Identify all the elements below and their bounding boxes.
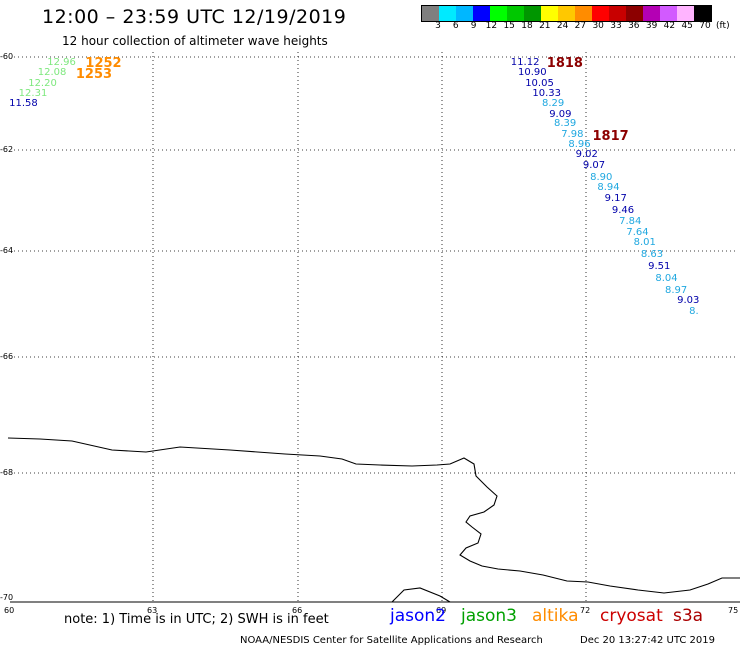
longitude-tick-label: 75 bbox=[728, 606, 739, 615]
scale-label: 27 bbox=[574, 21, 587, 31]
scale-swatch bbox=[456, 6, 473, 21]
color-scale-bar bbox=[421, 5, 712, 22]
wave-height-value: 9.46 bbox=[611, 204, 635, 216]
wave-height-value: 8.39 bbox=[554, 118, 577, 130]
legend-cryosat: cryosat bbox=[600, 606, 663, 626]
wave-height-value: 9.09 bbox=[549, 109, 572, 121]
scale-label: 42 bbox=[663, 21, 676, 31]
wave-height-value: 9.03 bbox=[677, 295, 700, 307]
pass-time-label: 1818 bbox=[546, 55, 583, 71]
wave-height-value: 8.96 bbox=[568, 139, 591, 151]
scale-label: 15 bbox=[503, 21, 515, 31]
legend-jason2: jason2 bbox=[390, 606, 446, 626]
wave-height-value: 11.58 bbox=[9, 98, 38, 110]
scale-label: 30 bbox=[592, 21, 604, 31]
scale-swatch bbox=[609, 6, 626, 21]
wave-height-value: 7.98 bbox=[561, 129, 584, 141]
wave-height-value: 8.90 bbox=[590, 171, 613, 183]
pass-time-label: 1253 bbox=[75, 67, 113, 83]
scale-label: (ft) bbox=[716, 21, 730, 31]
wave-height-value: 10.90 bbox=[518, 67, 547, 79]
wave-height-value: 8.97 bbox=[665, 284, 688, 296]
pass-time-label: 1817 bbox=[592, 129, 629, 145]
antarctic-coastline bbox=[7, 437, 740, 594]
wave-height-value: 9.17 bbox=[604, 193, 627, 205]
wave-height-value: 9.02 bbox=[575, 149, 598, 161]
graticule bbox=[10, 52, 740, 603]
scale-swatch bbox=[439, 6, 456, 21]
scale-swatch bbox=[677, 6, 694, 21]
scale-label: 21 bbox=[539, 21, 551, 31]
scale-swatch bbox=[558, 6, 575, 21]
longitude-tick-label: 66 bbox=[292, 606, 303, 615]
generated-timestamp: Dec 20 13:27:42 UTC 2019 bbox=[580, 635, 715, 646]
scale-label: 3 bbox=[435, 21, 441, 31]
scale-swatch bbox=[575, 6, 592, 21]
scale-label: 36 bbox=[628, 21, 640, 31]
wave-height-value: 8.29 bbox=[542, 98, 565, 110]
longitude-tick-label: 63 bbox=[147, 606, 158, 615]
wave-height-value: 8.63 bbox=[640, 249, 664, 261]
scale-swatch bbox=[422, 6, 439, 21]
scale-label: 33 bbox=[610, 21, 622, 31]
map-subtitle: 12 hour collection of altimeter wave hei… bbox=[62, 34, 328, 48]
scale-label: 18 bbox=[521, 21, 533, 31]
scale-swatch bbox=[643, 6, 660, 21]
latitude-tick-label: -70 bbox=[0, 593, 14, 602]
map-title: 12:00 – 23:59 UTC 12/19/2019 bbox=[42, 6, 347, 28]
latitude-tick-label: -60 bbox=[0, 52, 14, 61]
longitude-tick-label: 69 bbox=[436, 606, 447, 615]
latitude-tick-label: -68 bbox=[0, 468, 14, 477]
legend-jason3: jason3 bbox=[461, 606, 517, 626]
wave-height-value: 7.64 bbox=[626, 227, 649, 239]
wave-height-value: 9.51 bbox=[648, 260, 671, 272]
wave-height-value: 8.04 bbox=[655, 272, 678, 284]
scale-swatch bbox=[490, 6, 507, 21]
wave-height-value: 12.96 bbox=[47, 56, 76, 68]
coastline-segment-south bbox=[391, 587, 451, 603]
scale-label: 12 bbox=[485, 21, 498, 31]
scale-swatch bbox=[592, 6, 609, 21]
latitude-tick-label: -64 bbox=[0, 246, 14, 255]
scale-label: 6 bbox=[452, 21, 459, 31]
scale-swatch bbox=[626, 6, 643, 21]
coastline bbox=[7, 437, 740, 603]
latitude-tick-label: -62 bbox=[0, 145, 14, 154]
wave-height-value: 12.31 bbox=[18, 88, 48, 100]
wave-height-value: 8.94 bbox=[597, 181, 620, 193]
wave-height-value: 7.84 bbox=[619, 215, 642, 227]
wave-height-value: 10.33 bbox=[532, 88, 562, 100]
wave-height-value: 10.05 bbox=[525, 77, 554, 89]
wave-height-value: 11.12 bbox=[510, 56, 540, 68]
footer-note: note: 1) Time is in UTC; 2) SWH is in fe… bbox=[64, 612, 329, 627]
credit-text: NOAA/NESDIS Center for Satellite Applica… bbox=[240, 635, 543, 646]
scale-swatch bbox=[473, 6, 490, 21]
scale-label: 24 bbox=[556, 21, 569, 31]
color-scale-labels: 3 6 9 12 15 18 21 24 27 30 33 36 39 42 45 70 (ft) bbox=[421, 21, 740, 33]
legend-s3a: s3a bbox=[673, 606, 704, 626]
wave-height-value: 12.08 bbox=[37, 67, 67, 79]
wave-height-value: 8. bbox=[689, 305, 699, 317]
scale-swatch bbox=[660, 6, 677, 21]
legend-altika: altika bbox=[532, 606, 579, 626]
scale-label: 39 bbox=[645, 21, 658, 31]
latitude-tick-label: -66 bbox=[0, 352, 14, 361]
wave-height-value: 12.20 bbox=[28, 77, 57, 89]
pass-time-label: 1252 bbox=[85, 55, 122, 71]
scale-swatch bbox=[524, 6, 541, 21]
scale-swatch bbox=[541, 6, 558, 21]
wave-height-value: 9.07 bbox=[582, 160, 606, 172]
scale-swatch bbox=[694, 6, 711, 21]
longitude-tick-label: 60 bbox=[4, 606, 15, 615]
scale-swatch bbox=[507, 6, 524, 21]
scale-label: 45 bbox=[681, 21, 693, 31]
scale-label: 70 bbox=[699, 21, 711, 31]
wave-height-value: 8.01 bbox=[633, 237, 656, 249]
scale-label: 9 bbox=[470, 21, 477, 31]
longitude-tick-label: 72 bbox=[580, 606, 591, 615]
